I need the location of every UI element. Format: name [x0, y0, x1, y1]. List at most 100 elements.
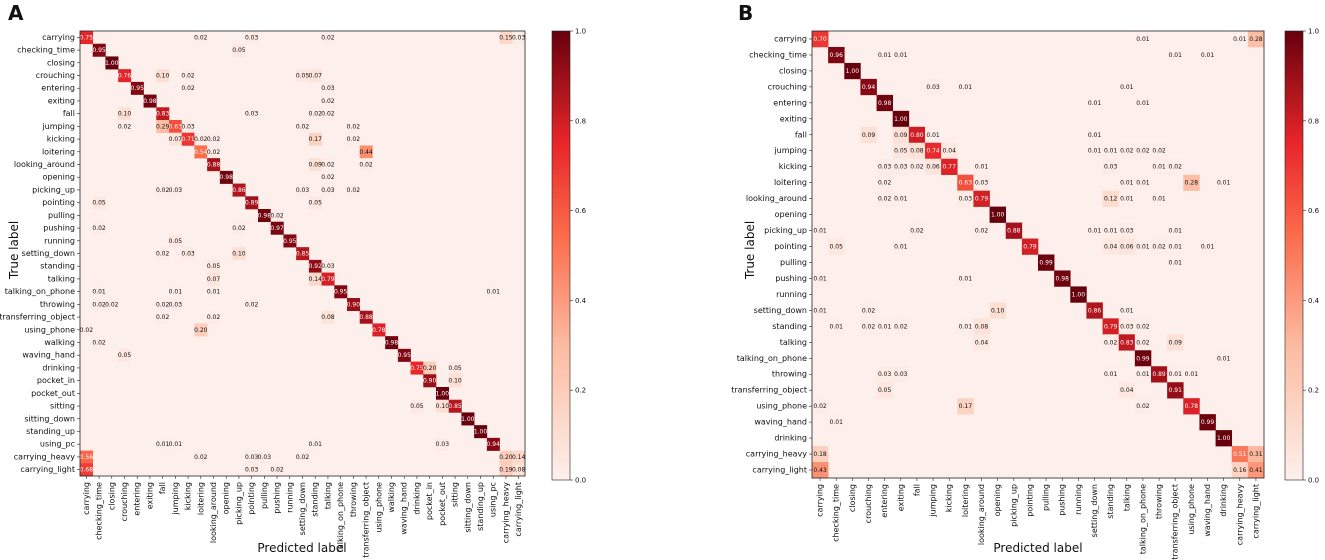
matrix-cell — [1102, 158, 1120, 175]
cell-value: 0.03 — [181, 123, 195, 130]
matrix-cell — [1038, 254, 1055, 271]
matrix-cell — [270, 221, 284, 235]
cell-value: 0.03 — [878, 371, 892, 378]
matrix-cell — [908, 158, 926, 175]
cell-value: 0.04 — [975, 339, 989, 346]
y-tick-label: standing — [40, 262, 75, 271]
cell-value: 0.01 — [1169, 259, 1183, 266]
matrix-cell — [92, 285, 106, 299]
cell-value: 0.03 — [1104, 164, 1118, 171]
cell-value: 0.14 — [309, 276, 323, 283]
matrix-cell — [1118, 318, 1136, 335]
cell-value: 0.03 — [169, 187, 183, 194]
matrix-cell — [245, 107, 259, 121]
x-tick-label: setting_down — [1090, 484, 1099, 537]
x-tick-label: fall — [912, 484, 921, 496]
cell-value: 1.00 — [991, 212, 1005, 219]
x-tick-label: walking — [387, 482, 396, 513]
cell-value: 0.09 — [862, 132, 876, 139]
x-tick-label: carrying_light — [514, 482, 523, 537]
y-tick-label: loitering — [42, 147, 75, 156]
cell-value: 0.95 — [131, 85, 145, 92]
cell-value: 0.01 — [1169, 52, 1183, 59]
cell-value: 1.00 — [461, 416, 475, 423]
matrix-cell — [1151, 142, 1168, 160]
matrix-cell — [423, 374, 437, 388]
cell-value: 0.04 — [1104, 244, 1118, 251]
cell-value: 0.03 — [1120, 323, 1134, 330]
matrix-cell — [92, 221, 106, 235]
cell-value: 0.01 — [1233, 36, 1247, 43]
cell-value: 0.03 — [181, 251, 195, 258]
x-tick-label: standing — [1106, 484, 1115, 519]
matrix-cell — [828, 46, 845, 64]
matrix-cell — [80, 450, 94, 464]
matrix-cell — [1167, 158, 1184, 175]
cell-value: 0.75 — [410, 365, 424, 372]
matrix-cell — [989, 206, 1007, 223]
matrix-cell — [169, 234, 183, 248]
cell-value: 0.01 — [959, 275, 973, 282]
cell-value: 0.94 — [487, 441, 501, 448]
matrix-cell — [892, 366, 910, 383]
matrix-cell — [92, 298, 106, 312]
matrix-cell — [957, 398, 974, 415]
cell-value: 0.03 — [245, 34, 259, 41]
matrix-cell — [1021, 238, 1039, 255]
y-axis-label: True label — [7, 221, 21, 280]
colorbar-tick-label: 0.8 — [1308, 117, 1319, 125]
cell-value: 0.17 — [309, 136, 323, 143]
matrix-cell — [1167, 366, 1184, 383]
matrix-cell — [876, 382, 894, 399]
cell-value: 0.02 — [105, 301, 119, 308]
matrix-cell — [1134, 174, 1152, 191]
cell-value: 0.98 — [258, 212, 272, 219]
cell-value: 0.10 — [448, 378, 462, 385]
matrix-cell — [957, 174, 974, 191]
x-tick-label: opening — [222, 482, 231, 514]
matrix-cell — [1167, 334, 1184, 351]
matrix-cell — [308, 69, 322, 83]
cell-value: 0.06 — [926, 164, 940, 171]
matrix-cell — [130, 81, 144, 95]
x-tick-label: talking — [1122, 484, 1131, 511]
matrix-cell — [296, 247, 310, 261]
x-tick-label: transferring_object — [362, 482, 371, 558]
matrix-cell — [359, 158, 373, 172]
matrix-cell — [876, 174, 894, 191]
x-tick-label: running — [285, 482, 294, 513]
cell-value: 0.02 — [80, 327, 94, 334]
matrix-cell — [1102, 238, 1120, 255]
cell-value: 0.70 — [813, 36, 827, 43]
matrix-cell — [957, 270, 974, 287]
cell-value: 0.08 — [321, 314, 335, 321]
matrix-cell — [973, 222, 990, 239]
cell-value: 0.01 — [1169, 228, 1183, 235]
matrix-cell — [118, 107, 132, 121]
cell-value: 0.01 — [1136, 180, 1150, 187]
cell-value: 0.02 — [347, 136, 361, 143]
matrix-cell — [232, 183, 246, 197]
matrix-cell — [156, 298, 170, 312]
matrix-cell — [156, 107, 170, 121]
cell-value: 0.07 — [309, 73, 323, 80]
y-tick-label: looking_around — [14, 160, 75, 169]
y-tick-label: closing — [779, 66, 807, 75]
cell-value: 0.08 — [975, 323, 989, 330]
matrix-cell — [1151, 190, 1168, 207]
x-tick-label: drinking — [1219, 484, 1228, 517]
matrix-cell — [1134, 366, 1152, 383]
cell-value: 0.68 — [80, 467, 94, 474]
x-tick-label: entering — [133, 482, 142, 516]
cell-value: 0.29 — [156, 123, 170, 130]
matrix-cell — [105, 56, 119, 70]
matrix-cell — [92, 43, 106, 57]
matrix-cell — [296, 183, 310, 197]
cell-value: 0.02 — [321, 34, 335, 41]
y-tick-label: pointing — [42, 198, 75, 207]
matrix-cell — [828, 318, 845, 335]
x-tick-label: crouching — [864, 484, 873, 523]
cell-value: 0.02 — [1136, 323, 1150, 330]
matrix-cell — [1247, 446, 1265, 463]
matrix-cell — [321, 31, 335, 45]
